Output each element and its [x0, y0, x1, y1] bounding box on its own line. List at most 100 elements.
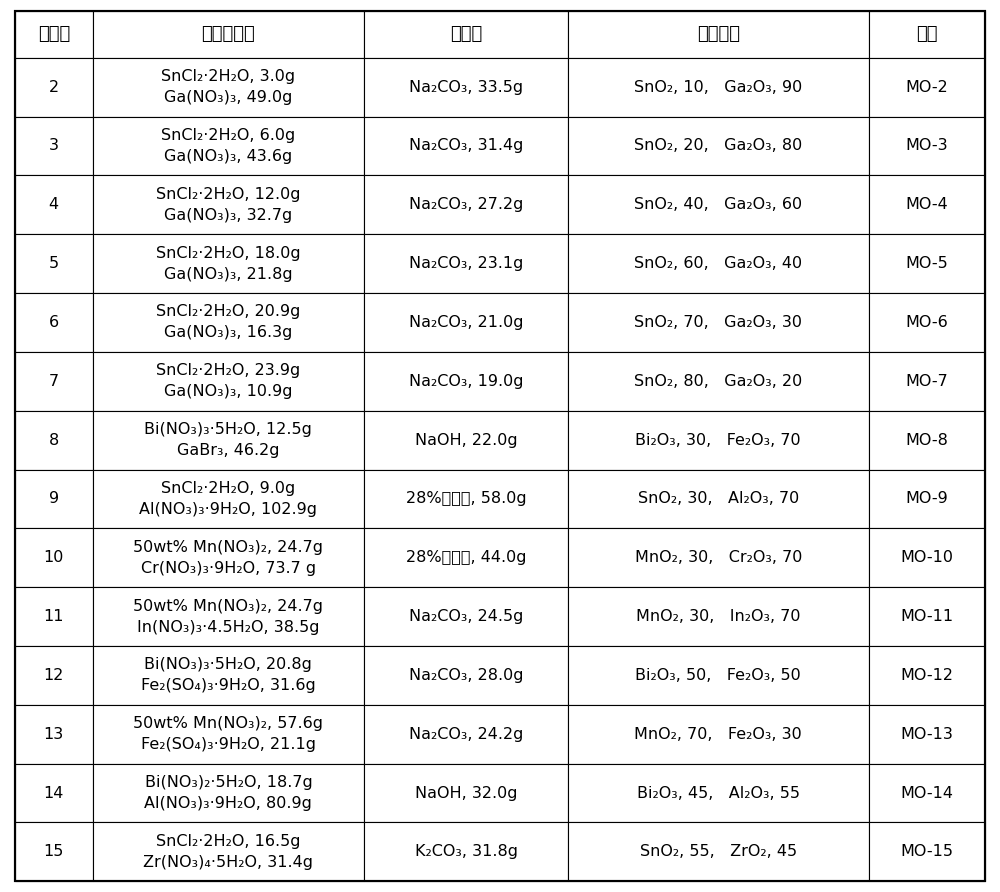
Text: 14: 14 [44, 786, 64, 800]
Text: MO-11: MO-11 [900, 609, 953, 624]
Bar [568, 469, 869, 528]
Bar [568, 11, 869, 58]
Text: MnO₂, 30,   In₂O₃, 70: MnO₂, 30, In₂O₃, 70 [636, 609, 800, 624]
Bar [364, 587, 568, 646]
Bar [15, 117, 93, 176]
Bar [15, 351, 93, 410]
Bar [15, 705, 93, 764]
Bar [869, 410, 985, 469]
Text: 28%浓氨水, 58.0g: 28%浓氨水, 58.0g [406, 491, 526, 507]
Bar [93, 764, 364, 822]
Bar [568, 646, 869, 705]
Bar [93, 410, 364, 469]
Text: Na₂CO₃, 27.2g: Na₂CO₃, 27.2g [409, 197, 523, 212]
Text: 15: 15 [44, 845, 64, 859]
Text: MO-7: MO-7 [905, 374, 948, 389]
Text: 13: 13 [44, 727, 64, 742]
Text: 编号: 编号 [916, 25, 938, 43]
Bar [93, 293, 364, 351]
Text: Bi(NO₃)₂·5H₂O, 18.7g
Al(NO₃)₃·9H₂O, 80.9g: Bi(NO₃)₂·5H₂O, 18.7g Al(NO₃)₃·9H₂O, 80.9… [144, 775, 312, 811]
Bar [364, 646, 568, 705]
Bar [93, 528, 364, 587]
Text: SnCl₂·2H₂O, 9.0g
Al(NO₃)₃·9H₂O, 102.9g: SnCl₂·2H₂O, 9.0g Al(NO₃)₃·9H₂O, 102.9g [139, 481, 317, 517]
Text: 沉淠剂: 沉淠剂 [450, 25, 482, 43]
Text: SnO₂, 70,   Ga₂O₃, 30: SnO₂, 70, Ga₂O₃, 30 [634, 315, 802, 330]
Text: Na₂CO₃, 28.0g: Na₂CO₃, 28.0g [409, 668, 523, 683]
Text: NaOH, 32.0g: NaOH, 32.0g [415, 786, 517, 800]
Bar [869, 58, 985, 117]
Text: 2: 2 [49, 79, 59, 95]
Bar [869, 705, 985, 764]
Bar [15, 822, 93, 881]
Text: Bi(NO₃)₃·5H₂O, 12.5g
GaBr₃, 46.2g: Bi(NO₃)₃·5H₂O, 12.5g GaBr₃, 46.2g [144, 422, 312, 458]
Text: 50wt% Mn(NO₃)₂, 57.6g
Fe₂(SO₄)₃·9H₂O, 21.1g: 50wt% Mn(NO₃)₂, 57.6g Fe₂(SO₄)₃·9H₂O, 21… [133, 716, 323, 752]
Text: 28%浓氨水, 44.0g: 28%浓氨水, 44.0g [406, 550, 526, 566]
Text: 10: 10 [44, 550, 64, 566]
Text: SnCl₂·2H₂O, 18.0g
Ga(NO₃)₃, 21.8g: SnCl₂·2H₂O, 18.0g Ga(NO₃)₃, 21.8g [156, 245, 301, 282]
Bar [15, 293, 93, 351]
Text: 重量份数: 重量份数 [697, 25, 740, 43]
Text: Na₂CO₃, 23.1g: Na₂CO₃, 23.1g [409, 256, 523, 271]
Text: Bi₂O₃, 45,   Al₂O₃, 55: Bi₂O₃, 45, Al₂O₃, 55 [637, 786, 800, 800]
Bar [869, 528, 985, 587]
Bar [568, 176, 869, 235]
Bar [15, 235, 93, 293]
Bar [93, 351, 364, 410]
Text: MO-4: MO-4 [905, 197, 948, 212]
Text: MO-3: MO-3 [905, 138, 948, 153]
Bar [364, 117, 568, 176]
Text: MnO₂, 30,   Cr₂O₃, 70: MnO₂, 30, Cr₂O₃, 70 [635, 550, 802, 566]
Text: SnCl₂·2H₂O, 12.0g
Ga(NO₃)₃, 32.7g: SnCl₂·2H₂O, 12.0g Ga(NO₃)₃, 32.7g [156, 186, 301, 223]
Bar [15, 764, 93, 822]
Text: SnO₂, 60,   Ga₂O₃, 40: SnO₂, 60, Ga₂O₃, 40 [634, 256, 802, 271]
Bar [568, 235, 869, 293]
Text: 7: 7 [49, 374, 59, 389]
Bar [364, 410, 568, 469]
Text: MO-5: MO-5 [905, 256, 948, 271]
Text: 混合金属盐: 混合金属盐 [202, 25, 255, 43]
Text: MO-12: MO-12 [900, 668, 953, 683]
Bar [364, 235, 568, 293]
Bar [93, 705, 364, 764]
Bar [568, 58, 869, 117]
Text: 实施例: 实施例 [38, 25, 70, 43]
Text: Bi₂O₃, 30,   Fe₂O₃, 70: Bi₂O₃, 30, Fe₂O₃, 70 [635, 433, 801, 448]
Text: Bi(NO₃)₃·5H₂O, 20.8g
Fe₂(SO₄)₃·9H₂O, 31.6g: Bi(NO₃)₃·5H₂O, 20.8g Fe₂(SO₄)₃·9H₂O, 31.… [141, 657, 316, 693]
Bar [568, 528, 869, 587]
Text: MO-10: MO-10 [900, 550, 953, 566]
Bar [568, 822, 869, 881]
Text: Na₂CO₃, 24.5g: Na₂CO₃, 24.5g [409, 609, 523, 624]
Bar [364, 58, 568, 117]
Bar [869, 176, 985, 235]
Bar [93, 11, 364, 58]
Text: 6: 6 [49, 315, 59, 330]
Text: SnCl₂·2H₂O, 3.0g
Ga(NO₃)₃, 49.0g: SnCl₂·2H₂O, 3.0g Ga(NO₃)₃, 49.0g [161, 69, 295, 105]
Text: MnO₂, 70,   Fe₂O₃, 30: MnO₂, 70, Fe₂O₃, 30 [634, 727, 802, 742]
Bar [869, 235, 985, 293]
Bar [15, 11, 93, 58]
Text: SnO₂, 55,   ZrO₂, 45: SnO₂, 55, ZrO₂, 45 [640, 845, 797, 859]
Text: MO-15: MO-15 [900, 845, 953, 859]
Text: Na₂CO₃, 31.4g: Na₂CO₃, 31.4g [409, 138, 523, 153]
Bar [364, 11, 568, 58]
Text: K₂CO₃, 31.8g: K₂CO₃, 31.8g [415, 845, 518, 859]
Text: MO-14: MO-14 [900, 786, 953, 800]
Bar [568, 764, 869, 822]
Bar [568, 410, 869, 469]
Bar [364, 176, 568, 235]
Text: 8: 8 [49, 433, 59, 448]
Bar [93, 235, 364, 293]
Bar [93, 822, 364, 881]
Text: 12: 12 [44, 668, 64, 683]
Bar [15, 528, 93, 587]
Text: MO-2: MO-2 [905, 79, 948, 95]
Bar [869, 822, 985, 881]
Bar [364, 764, 568, 822]
Bar [93, 469, 364, 528]
Bar [364, 469, 568, 528]
Text: 9: 9 [49, 491, 59, 507]
Bar [568, 293, 869, 351]
Text: Na₂CO₃, 21.0g: Na₂CO₃, 21.0g [409, 315, 523, 330]
Bar [93, 646, 364, 705]
Text: SnO₂, 80,   Ga₂O₃, 20: SnO₂, 80, Ga₂O₃, 20 [634, 374, 802, 389]
